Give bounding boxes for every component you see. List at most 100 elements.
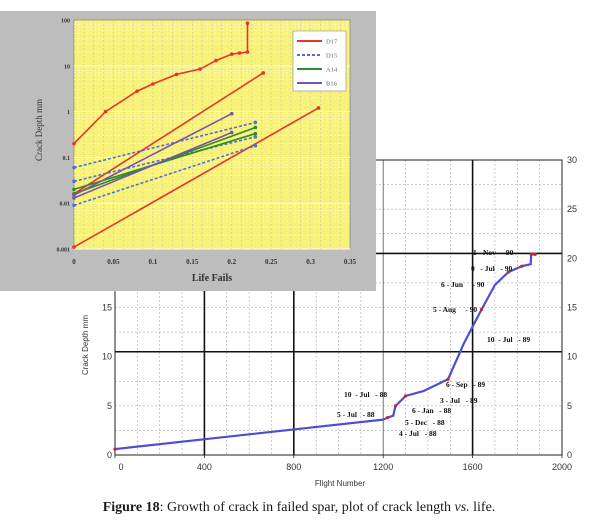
- crack-growth-point: [479, 307, 484, 312]
- crack-growth-point: [506, 270, 510, 274]
- inset-series-line: [73, 144, 256, 207]
- inset-series-point: [72, 141, 76, 146]
- crack-growth-point: [113, 447, 117, 451]
- date-annotation: 3 - Jul - 89: [440, 396, 478, 405]
- inset-y-tick-label: 10: [64, 64, 70, 70]
- flight-chart-x-ticks: 0 400 800 1200 1600 2000: [114, 455, 572, 472]
- y-tick-label-left: 0: [107, 450, 112, 460]
- y-tick-label-right: 0: [567, 450, 572, 460]
- inset-y-tick-label: 1: [67, 110, 70, 116]
- date-annotation: 10 - Jul - 88: [344, 390, 387, 399]
- inset-series-point: [316, 106, 321, 110]
- inset-series-point: [253, 125, 258, 130]
- crack-growth-point: [393, 404, 398, 408]
- crack-growth-point: [403, 394, 408, 398]
- inset-series-point: [151, 82, 155, 86]
- inset-series-point: [261, 71, 266, 75]
- inset-x-tick-label: 0.05: [107, 258, 120, 266]
- y-tick-label-right: 25: [567, 204, 577, 214]
- x-tick-label: 2000: [552, 462, 572, 472]
- inset-y-tick-label: 100: [61, 19, 70, 25]
- inset-y-tick-label: 0.1: [63, 156, 71, 162]
- x-tick-label: 1600: [463, 462, 483, 472]
- x-tick-label: 400: [197, 462, 212, 472]
- inset-series-point: [198, 67, 202, 71]
- inset-series-point: [229, 111, 234, 116]
- y-tick-label-right: 30: [567, 155, 577, 165]
- y-tick-label-right: 5: [567, 401, 572, 411]
- figure-caption: Figure 18: Growth of crack in failed spa…: [0, 500, 598, 516]
- crack-growth-point: [529, 252, 533, 256]
- inset-series-point: [103, 109, 108, 114]
- inset-series-point: [253, 120, 258, 125]
- inset-series-line: [73, 131, 233, 199]
- inset-series-point: [253, 135, 258, 139]
- inset-series-point: [135, 89, 139, 93]
- date-annotation: 6 - Sep - 89: [446, 380, 485, 389]
- inset-series-point: [253, 131, 258, 136]
- inset-series-point: [72, 245, 76, 249]
- inset-y-tick-label: 0.01: [60, 202, 71, 208]
- date-annotation: 4 - Jul - 88: [399, 429, 437, 438]
- y-tick-label-left: 10: [102, 352, 112, 362]
- inset-x-tick-label: 0.25: [265, 258, 278, 266]
- legend-label: A14: [326, 67, 338, 74]
- inset-series-line: [73, 136, 256, 183]
- flight-chart-y-label: Crack Depth mm: [81, 315, 90, 375]
- inset-x-tick-label: 0: [72, 258, 76, 266]
- inset-x-tick-label: 0.15: [186, 258, 199, 266]
- inset-series-point: [237, 51, 242, 55]
- x-tick-label: 0: [118, 462, 123, 472]
- y-tick-label-right: 10: [567, 352, 577, 362]
- crack-growth-point: [520, 264, 524, 268]
- flight-chart-series: [113, 252, 537, 451]
- flight-chart-annotations: 1 - Nov - 90 0 - Jul - 90 6 - Jun - 90 5 - …: [337, 248, 530, 438]
- inset-series-point: [253, 143, 258, 148]
- date-annotation: 1 - Nov - 90: [473, 248, 514, 257]
- y-tick-label-left: 5: [107, 401, 112, 411]
- inset-x-tick-label: 0.2: [227, 258, 236, 266]
- inset-series-line: [73, 121, 256, 169]
- crack-growth-point: [533, 252, 537, 256]
- life-chart-x-ticks: 0 0.05 0.1 0.15 0.2 0.25 0.3 0.35: [72, 258, 356, 266]
- inset-series-point: [229, 52, 234, 56]
- inset-series-point: [174, 72, 179, 77]
- crack-growth-point: [386, 416, 390, 420]
- flight-chart-x-label: Flight Number: [315, 479, 366, 488]
- inset-series-line: [73, 112, 233, 196]
- life-chart-legend: D17 D15 A14 B16: [292, 30, 347, 92]
- inset-series-point: [72, 196, 76, 200]
- y-tick-label-right: 20: [567, 253, 577, 263]
- inset-series-point: [72, 165, 76, 170]
- flight-chart-y-ticks-left: 0 5 10 15: [102, 303, 112, 461]
- date-annotation: 5 - Dec - 88: [405, 418, 445, 427]
- inset-series-point: [72, 187, 76, 192]
- figure-caption-tail: life.: [469, 500, 496, 515]
- date-annotation: 10 - Jul - 89: [487, 335, 530, 344]
- y-tick-label-left: 15: [102, 303, 112, 313]
- date-annotation: 5 - Jul - 88: [337, 410, 375, 419]
- x-tick-label: 800: [286, 462, 301, 472]
- life-chart-inset: 0 0.05 0.1 0.15 0.2 0.25 0.3 0.35 0.001 0.01 0.1 1…: [0, 11, 376, 291]
- figure-caption-text: : Growth of crack in failed spar, plot o…: [159, 500, 455, 515]
- inset-x-tick-label: 0.1: [148, 258, 157, 266]
- date-annotation: 0 - Jul - 90: [471, 264, 513, 273]
- inset-series-point: [72, 203, 76, 208]
- crack-growth-point: [446, 377, 450, 381]
- legend-label: B16: [326, 81, 338, 88]
- flight-chart-y-ticks-right: 0 5 10 15 20 25 30: [567, 155, 577, 460]
- inset-series-point: [214, 58, 218, 63]
- inset-y-tick-label: 0.001: [57, 248, 71, 254]
- inset-x-tick-label: 0.3: [306, 258, 315, 266]
- legend-label: D15: [326, 53, 337, 60]
- date-annotation: 6 - Jan - 88: [412, 406, 451, 415]
- x-tick-label: 1200: [373, 462, 393, 472]
- figure-caption-vs: vs.: [454, 500, 470, 515]
- life-chart-x-label: Life Fails: [192, 273, 232, 284]
- life-chart-series: [72, 21, 321, 249]
- life-chart-y-ticks: 0.001 0.01 0.1 1 10 100: [57, 19, 71, 254]
- inset-series-point: [72, 179, 76, 184]
- inset-series-point: [245, 21, 250, 26]
- inset-x-tick-label: 0.35: [344, 258, 357, 266]
